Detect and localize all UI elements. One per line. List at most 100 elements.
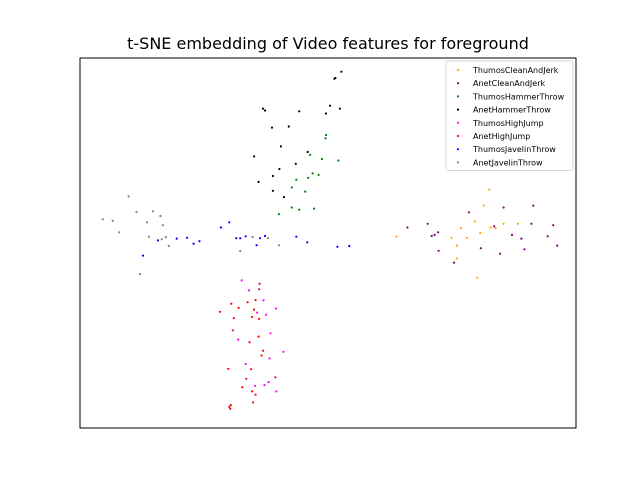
- data-point: [219, 226, 222, 229]
- data-point: [336, 245, 339, 248]
- data-point: [101, 218, 104, 221]
- legend-label: AnetHighJump: [473, 132, 530, 141]
- legend-frame: [445, 60, 574, 171]
- data-point: [546, 235, 549, 238]
- data-point: [277, 244, 280, 247]
- data-point: [251, 390, 254, 393]
- data-point: [465, 236, 468, 239]
- data-point: [186, 236, 189, 239]
- data-point: [306, 241, 309, 244]
- data-point: [241, 386, 244, 389]
- legend-marker: [456, 134, 460, 138]
- data-point: [313, 207, 316, 210]
- legend: ThumosCleanAndJerk AnetCleanAndJerk Thumos…: [445, 60, 574, 171]
- data-point: [294, 162, 297, 165]
- data-point: [156, 239, 159, 242]
- data-point: [230, 302, 233, 305]
- data-point: [338, 107, 341, 110]
- legend-label: ThumosCleanAndJerk: [472, 66, 559, 75]
- legend-marker: [456, 68, 460, 72]
- data-point: [218, 310, 221, 313]
- data-point: [348, 244, 351, 248]
- data-point: [479, 247, 482, 250]
- data-point: [324, 137, 327, 140]
- data-point: [261, 107, 265, 110]
- legend-item: AnetHammerThrow: [456, 106, 551, 115]
- data-point: [298, 208, 301, 211]
- data-point: [482, 204, 485, 207]
- data-point: [552, 224, 555, 227]
- data-point: [254, 298, 257, 302]
- data-point: [317, 173, 320, 176]
- data-point: [324, 112, 328, 115]
- data-point: [250, 368, 253, 371]
- data-point: [450, 236, 453, 239]
- data-point: [270, 126, 274, 129]
- data-point: [275, 390, 278, 393]
- data-point: [237, 338, 240, 341]
- legend-marker: [456, 82, 460, 85]
- data-point: [244, 362, 247, 366]
- legend-item: AnetJavelinThrow: [456, 158, 543, 167]
- legend-marker: [456, 108, 460, 111]
- data-point: [395, 235, 398, 238]
- data-point: [510, 233, 514, 236]
- data-point: [437, 231, 440, 234]
- data-points: [101, 70, 559, 410]
- data-point: [164, 236, 167, 239]
- data-point: [257, 180, 260, 183]
- data-point: [523, 248, 526, 251]
- data-point: [266, 237, 270, 240]
- chart-title: t-SNE embedding of Video features for fo…: [127, 34, 529, 53]
- data-point: [520, 237, 523, 240]
- data-point: [151, 210, 154, 213]
- data-point: [127, 195, 130, 198]
- legend-label: AnetCleanAndJerk: [473, 79, 545, 88]
- legend-marker: [456, 95, 460, 98]
- data-point: [232, 317, 235, 320]
- data-point: [248, 341, 251, 344]
- data-point: [337, 159, 340, 162]
- legend-item: ThumosHammerThrow: [456, 92, 565, 101]
- data-point: [479, 231, 482, 235]
- data-point: [228, 405, 231, 408]
- data-point: [118, 231, 121, 234]
- data-point: [437, 249, 440, 252]
- data-point: [138, 273, 142, 276]
- data-point: [324, 133, 328, 137]
- data-point: [237, 306, 240, 309]
- legend-item: ThumosHighJump: [456, 119, 544, 128]
- data-point: [473, 220, 476, 223]
- data-point: [255, 244, 258, 247]
- data-point: [239, 250, 242, 253]
- data-point: [258, 282, 261, 285]
- data-point: [192, 242, 195, 245]
- data-point: [253, 155, 256, 158]
- data-point: [306, 150, 309, 154]
- legend-item: AnetCleanAndJerk: [456, 79, 545, 88]
- data-point: [268, 357, 271, 360]
- data-point: [433, 233, 436, 236]
- data-point: [263, 384, 266, 387]
- legend-label: ThumosHighJump: [472, 119, 544, 128]
- data-point: [198, 240, 201, 243]
- data-point: [277, 213, 280, 216]
- data-point: [147, 235, 150, 238]
- data-point: [260, 354, 263, 357]
- data-point: [264, 313, 268, 316]
- data-point: [279, 145, 282, 148]
- data-point: [263, 109, 267, 112]
- data-point: [516, 222, 520, 225]
- data-point: [258, 237, 262, 240]
- data-point: [251, 315, 254, 319]
- legend-label: AnetJavelinThrow: [473, 158, 543, 167]
- data-point: [298, 110, 301, 113]
- data-point: [246, 301, 249, 304]
- data-point: [263, 234, 267, 238]
- data-point: [258, 317, 261, 320]
- data-point: [278, 167, 281, 171]
- data-point: [160, 238, 163, 241]
- data-point: [452, 261, 456, 264]
- legend-marker: [456, 148, 460, 151]
- data-point: [261, 349, 265, 352]
